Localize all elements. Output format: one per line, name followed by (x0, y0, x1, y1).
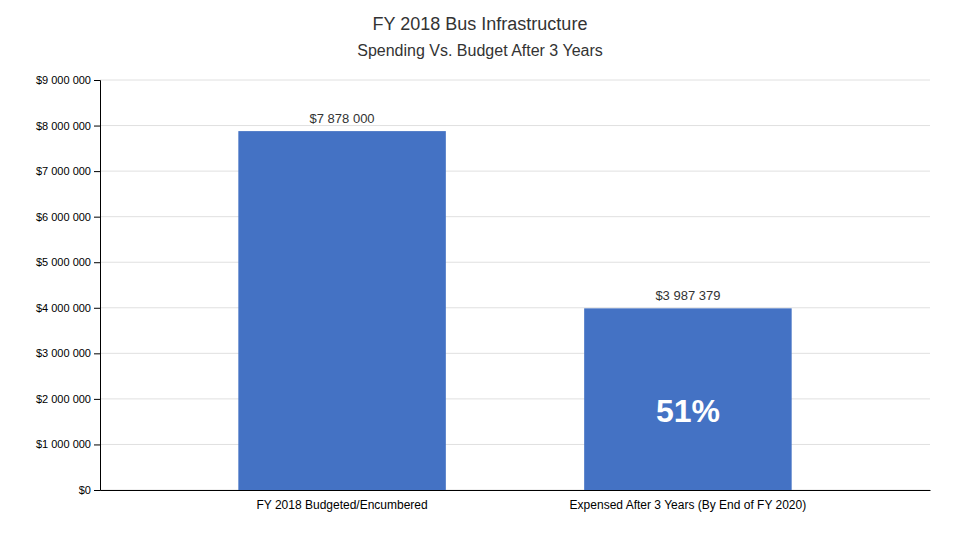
subtitle: Spending Vs. Budget After 3 Years (357, 42, 603, 59)
y-tick-label: $5 000 000 (36, 256, 91, 268)
grid-line (100, 171, 930, 172)
grid-line (100, 216, 930, 217)
grid-line (100, 80, 930, 81)
y-tick: $9 000 000 (36, 74, 100, 86)
chart-svg: FY 2018 Bus Infrastructure Spending Vs. B… (0, 0, 960, 540)
data-label: $7 878 000 (310, 111, 375, 126)
y-tick: $4 000 000 (36, 302, 100, 314)
y-axis: $0 $1 000 000 $2 000 000 $3 000 000 $4 000 0… (36, 74, 101, 496)
bar (238, 131, 445, 490)
grid-line (100, 262, 930, 263)
y-tick: $1 000 000 (36, 438, 100, 450)
y-tick-mark (94, 126, 100, 127)
y-tick: $2 000 000 (36, 393, 100, 405)
x-axis-line (101, 490, 931, 491)
x-tick-label: Expensed After 3 Years (By End of FY 202… (570, 498, 807, 512)
data-label: $3 987 379 (655, 288, 720, 303)
y-tick-label: $3 000 000 (36, 347, 91, 359)
y-tick-label: $1 000 000 (36, 438, 91, 450)
annotation: 51% (656, 393, 720, 429)
bar (584, 308, 792, 490)
y-tick-mark (94, 490, 100, 491)
y-tick-mark (94, 308, 100, 309)
grid-line (100, 444, 930, 445)
y-tick-mark (94, 399, 100, 400)
y-tick-mark (94, 444, 100, 445)
grid (100, 80, 930, 490)
grid-line (100, 125, 930, 126)
grid-line (100, 490, 930, 491)
y-tick: $3 000 000 (36, 347, 100, 359)
y-tick: $8 000 000 (36, 120, 100, 132)
x-tick: Expensed After 3 Years (By End of FY 202… (570, 498, 807, 512)
y-axis-line (94, 81, 101, 491)
x-tick-label: FY 2018 Budgeted/Encumbered (256, 498, 427, 512)
chart-container: FY 2018 Bus Infrastructure Spending Vs. B… (0, 0, 960, 540)
y-tick-mark (94, 262, 100, 263)
grid-line (100, 398, 930, 399)
y-tick-label: $0 (79, 484, 91, 496)
y-tick-mark (94, 171, 100, 172)
y-tick-label: $2 000 000 (36, 393, 91, 405)
grid-line (100, 353, 930, 354)
y-tick-label: $9 000 000 (36, 74, 91, 86)
title: FY 2018 Bus Infrastructure (373, 14, 588, 34)
plot-area: $0 $1 000 000 $2 000 000 $3 000 000 $4 000 0… (36, 74, 931, 512)
title-group: FY 2018 Bus Infrastructure Spending Vs. B… (357, 14, 603, 59)
y-tick: $5 000 000 (36, 256, 100, 268)
y-tick-mark (94, 217, 100, 218)
y-tick-label: $4 000 000 (36, 302, 91, 314)
x-axis: FY 2018 Budgeted/Encumbered Expensed Afte… (101, 491, 931, 512)
y-tick-label: $8 000 000 (36, 120, 91, 132)
y-tick: $0 (79, 484, 100, 496)
y-tick-label: $7 000 000 (36, 165, 91, 177)
grid-line (100, 307, 930, 308)
bars (238, 131, 791, 490)
data-labels: $7 878 000 $3 987 379 51% (310, 111, 721, 429)
x-tick: FY 2018 Budgeted/Encumbered (256, 498, 427, 512)
y-tick-mark (94, 353, 100, 354)
y-tick: $7 000 000 (36, 165, 100, 177)
y-tick-label: $6 000 000 (36, 211, 91, 223)
y-tick-mark (94, 80, 100, 81)
y-tick: $6 000 000 (36, 211, 100, 223)
